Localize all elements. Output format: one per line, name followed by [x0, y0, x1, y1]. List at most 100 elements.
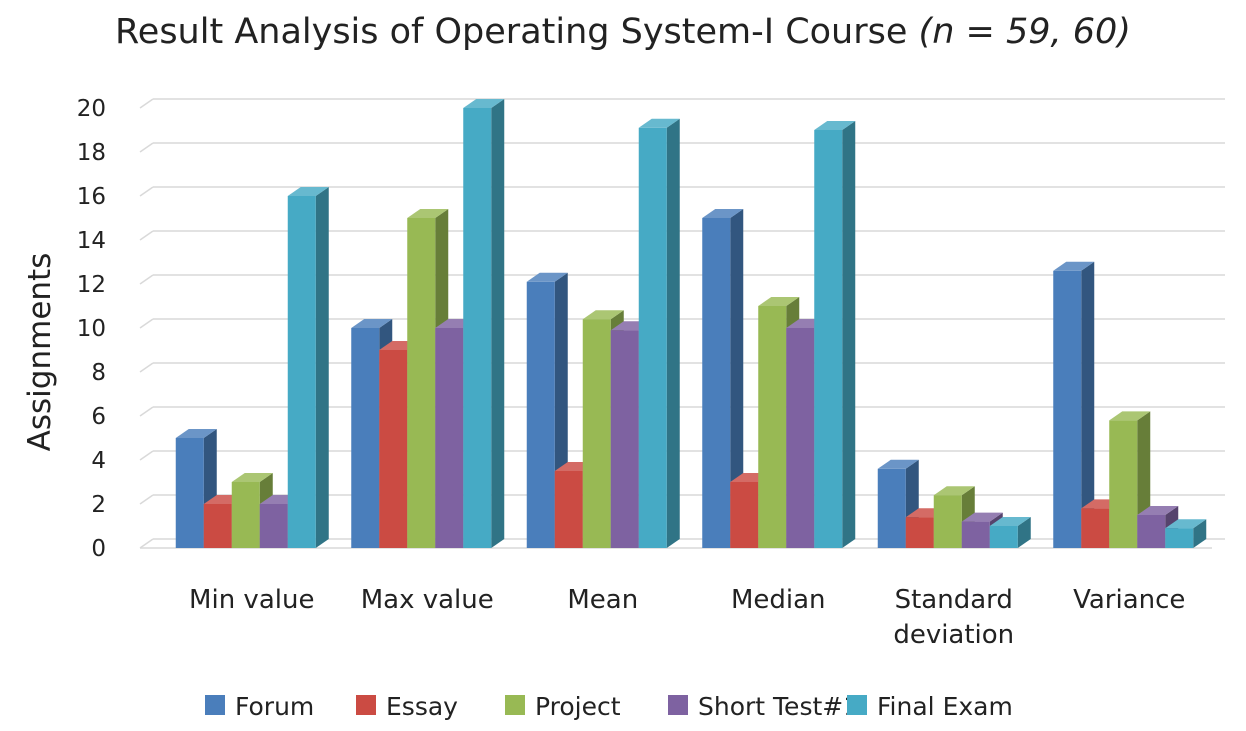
y-tick-label: 4: [91, 448, 106, 474]
y-tick-label: 20: [77, 96, 106, 122]
bar-front: [407, 218, 436, 548]
bar-side: [730, 209, 744, 548]
legend-swatch: [356, 695, 376, 715]
bar-side: [1017, 517, 1031, 548]
bar-front: [259, 504, 288, 548]
bar-front: [1053, 270, 1082, 548]
legend-swatch: [847, 695, 867, 715]
bar-front: [1109, 420, 1138, 548]
bar-front: [1081, 508, 1110, 548]
y-axis-title: Assignments: [22, 253, 58, 452]
bar: [435, 319, 477, 548]
y-tick-label: 18: [77, 140, 106, 166]
bar-front: [702, 218, 731, 548]
bar-side: [491, 99, 505, 548]
bar-front: [638, 127, 667, 549]
legend-label: Essay: [386, 692, 458, 721]
bar-front: [175, 438, 204, 548]
x-tick-label-line: Median: [731, 585, 826, 615]
bar: [638, 118, 680, 549]
bar-group: [877, 459, 1031, 548]
category-labels: Min value Max value Mean Median Standard devi…: [189, 585, 1185, 650]
bar-top: [702, 209, 744, 218]
bar-top: [287, 187, 329, 196]
bar-front: [351, 328, 380, 548]
bar-front: [231, 482, 260, 548]
bars: [175, 99, 1207, 549]
x-tick-label: Mean: [567, 585, 638, 615]
y-tick-label: 16: [77, 184, 106, 210]
chart-title: Result Analysis of Operating System-I Co…: [0, 12, 1246, 52]
legend-swatch: [205, 695, 225, 715]
bar-top: [1165, 519, 1207, 529]
legend-item: Final Exam: [847, 692, 1013, 721]
grid-line-side: [139, 142, 154, 153]
bar-front: [758, 306, 787, 548]
bar-front: [379, 350, 408, 548]
bar-group: [1053, 261, 1207, 548]
legend-label: Final Exam: [877, 692, 1013, 721]
bar-side: [666, 118, 680, 549]
bar-top: [463, 99, 505, 108]
grid-line-side: [139, 538, 154, 549]
bar-side: [1081, 261, 1095, 548]
legend-label: Project: [535, 692, 621, 721]
bar-group: [526, 118, 680, 549]
bar-top: [638, 118, 680, 128]
bar-top: [961, 512, 1003, 522]
x-tick-label-line: Mean: [567, 585, 638, 615]
legend-swatch: [668, 695, 688, 715]
x-tick-label: Variance: [1073, 585, 1185, 615]
grid-lines: [139, 98, 1225, 549]
bar-top: [989, 517, 1031, 526]
legend-label: Short Test#1: [698, 692, 859, 721]
bar-front: [203, 504, 232, 548]
bar-front: [287, 196, 316, 548]
legend-item: Project: [505, 692, 621, 721]
bar-top: [407, 209, 449, 218]
bar-front: [435, 328, 464, 548]
x-tick-label-line: Standard: [895, 585, 1013, 615]
legend-item: Essay: [356, 692, 458, 721]
y-tick-label: 10: [77, 316, 106, 342]
y-axis-ticks: 0 2 4 6 8 10 12 14 16 18 20: [77, 96, 106, 562]
y-tick-label: 8: [91, 360, 106, 386]
bar-front: [582, 319, 611, 548]
bar-side: [842, 121, 856, 548]
bar-top: [1109, 411, 1151, 421]
y-tick-label: 6: [91, 404, 106, 430]
bar: [463, 99, 505, 548]
bar: [287, 187, 329, 548]
y-tick-label: 14: [77, 228, 106, 254]
bar-front: [905, 517, 934, 548]
grid-line-side: [139, 98, 154, 109]
legend: Forum Essay Project Short Test#1 Final Exam: [205, 692, 1013, 721]
bar-front: [933, 495, 962, 548]
bar-front: [786, 328, 815, 548]
bar-front: [730, 482, 759, 548]
bar-front: [989, 526, 1018, 548]
grid-line-side: [139, 186, 154, 197]
y-tick-label: 12: [77, 272, 106, 298]
bar: [702, 209, 744, 548]
bar-group: [351, 99, 505, 548]
bar-group: [702, 121, 856, 548]
bar-front: [1137, 515, 1166, 548]
bar-group: [175, 187, 329, 548]
grid-line-side: [139, 406, 154, 417]
bar: [1109, 411, 1151, 548]
x-tick-label: Median: [731, 585, 826, 615]
bar-front: [526, 281, 555, 548]
bar-top: [933, 486, 975, 496]
bar-front: [961, 521, 990, 548]
x-tick-label-line: Max value: [361, 585, 494, 615]
bar-front: [554, 471, 583, 548]
bar-top: [877, 459, 919, 469]
x-tick-label: Standard deviation: [893, 585, 1014, 650]
bar-top: [582, 310, 624, 320]
y-tick-label: 2: [91, 492, 106, 518]
grid-line-side: [139, 494, 154, 505]
bar-top: [175, 429, 217, 438]
x-tick-label-line: deviation: [893, 620, 1014, 650]
